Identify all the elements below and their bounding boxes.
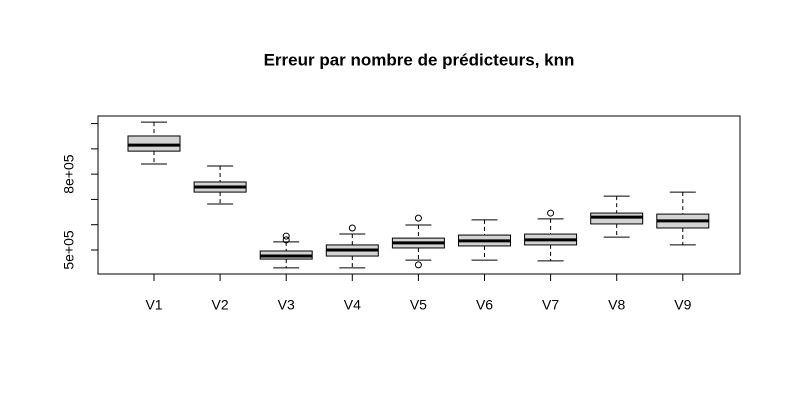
outlier bbox=[282, 232, 290, 240]
x-tick-label: V7 bbox=[542, 297, 559, 313]
x-tick-label: V4 bbox=[344, 297, 361, 313]
outlier bbox=[547, 209, 555, 217]
x-tick-label: V9 bbox=[674, 297, 691, 313]
y-tick-label: 8e+05 bbox=[61, 154, 77, 194]
chart-title: Erreur par nombre de prédicteurs, knn bbox=[264, 50, 575, 69]
x-tick-label: V3 bbox=[278, 297, 295, 313]
y-tick-label: 5e+05 bbox=[61, 230, 77, 270]
x-tick-label: V1 bbox=[145, 297, 162, 313]
outlier bbox=[414, 214, 422, 222]
x-tick-label: V2 bbox=[212, 297, 229, 313]
x-tick-label: V8 bbox=[608, 297, 625, 313]
x-tick-label: V5 bbox=[410, 297, 427, 313]
outlier bbox=[282, 236, 290, 244]
outlier bbox=[414, 261, 422, 269]
box bbox=[127, 135, 181, 152]
x-tick-label: V6 bbox=[476, 297, 493, 313]
outlier bbox=[348, 224, 356, 232]
